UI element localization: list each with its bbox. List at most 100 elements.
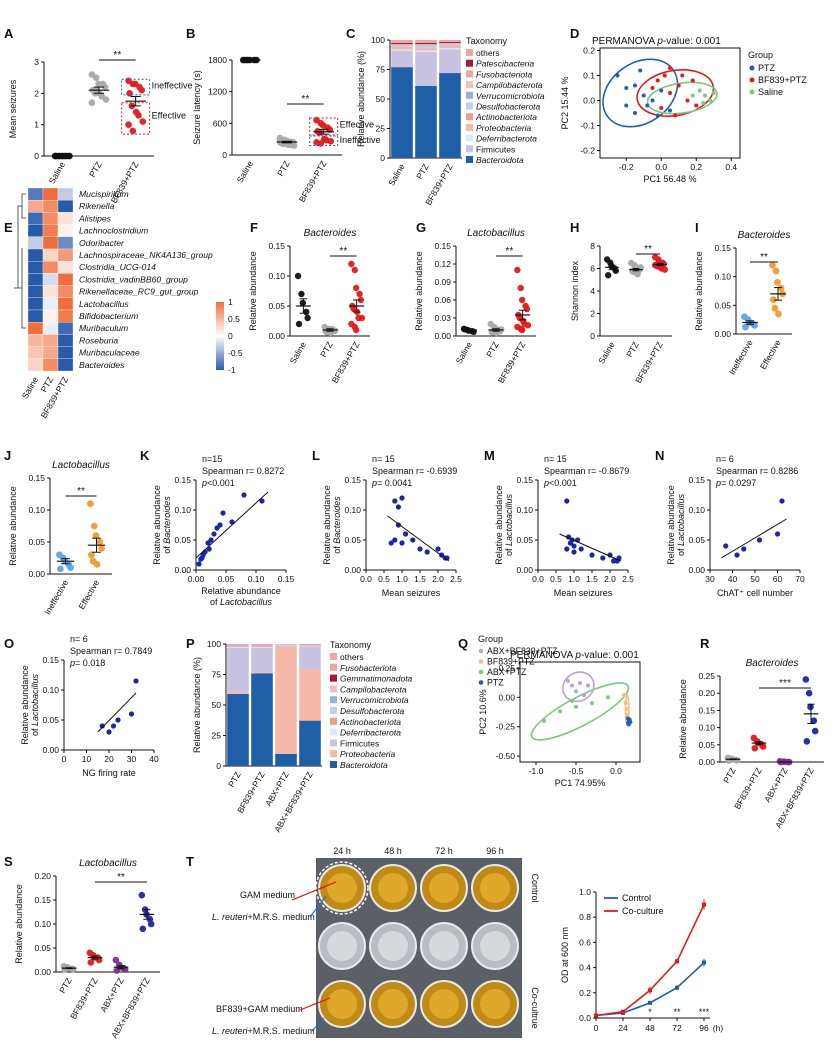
legend-swatch [330,739,337,747]
y-tick-label: 0.00 [714,329,731,339]
data-point [655,78,660,83]
y-tick-label: 0.10 [34,919,51,929]
legend-swatch [330,663,337,671]
stat-label: p= 0.0041 [371,478,412,488]
data-point [623,701,628,706]
y-tick-label: 0.15 [516,475,533,485]
data-point [659,88,664,93]
y-axis-label: PC2 10.6% [478,689,488,735]
chart-D: -0.2 0.0 0.2 0.4-0.2-0.10.00.10.2PERMANOVA … [560,36,807,184]
y-tick-label: 50 [212,700,222,710]
legend-label: Fusobacteriota [340,663,396,673]
chart-J: 0.00 0.05 0.10 0.15 Ineffective Effective Rela… [8,460,112,616]
y-tick-label: 25 [376,124,386,134]
bar-segment [415,50,437,52]
y-axis-label: Relative abundance [20,665,30,745]
bar-segment [391,45,413,48]
legend-label: Verrucomicrobiota [340,695,409,705]
data-point [93,561,101,568]
bar-segment [251,647,273,648]
legend-title: Taxonomy [330,640,372,650]
bar-segment [439,44,461,46]
data-point [668,91,672,95]
y-tick-label: 0.00 [698,757,715,767]
heatmap-cell [27,322,44,335]
chart-N: 0.00 0.05 0.10 0.15 30 40 50 60 70 n= 6 Spearman r… [666,454,805,598]
y-tick-label: 1 [34,120,39,130]
x-tick-label: Saline [454,340,475,366]
data-point [395,522,401,528]
data-point [774,531,781,537]
data-point [102,96,110,103]
species-italic: L. reuteri [212,1026,249,1036]
data-point [659,106,664,110]
data-point [303,308,310,316]
y-tick-label: 0.05 [174,535,191,545]
heatmap-cell [57,285,74,298]
data-point [600,555,606,561]
bar-segment [251,647,273,673]
legend-swatch [330,728,337,736]
data-point [624,103,629,108]
bar-segment [391,50,413,68]
x-tick-label: 0.5 [378,574,390,584]
arrow-red [291,881,337,901]
bar-segment [299,645,321,647]
x-tick-label: 2.0 [604,574,616,584]
bar-segment [227,647,249,648]
legend-swatch [466,102,473,110]
significance-label: ** [339,246,347,257]
y-tick-label: 0.0 [579,1013,591,1023]
panel-letter-M: M [484,448,495,463]
x-tick-label: 30 [705,574,715,584]
chart-R: 0.00 0.05 0.10 0.15 0.20 0.25 PTZBF839+PTZABX+… [678,658,824,830]
x-tick-label: 1.0 [396,574,408,584]
stat-label: n= 6 [716,454,734,464]
legend-swatch [330,750,337,758]
well-center [429,931,459,961]
row-label: Clostridia_vadinBB60_group [79,274,188,284]
y-tick-label: 0.1 [583,71,595,81]
data-point [694,103,699,108]
y-tick-label: 0.0 [583,96,595,106]
heatmap-cell [42,285,59,298]
data-point [650,98,655,103]
row-label: Odoribacter [79,238,125,248]
significance-label: ** [505,246,513,257]
p-value: = 0.0297 [721,478,756,488]
significance-label: ** [673,1007,681,1017]
x-axis-label-taxon: Lactobacillus [220,597,273,607]
bar-segment [391,40,413,43]
legend-label: Proteobacteria [340,749,396,759]
well-center [480,989,510,1019]
bar-segment [227,645,249,647]
data-point [772,267,780,275]
significance-label: ** [113,50,121,61]
x-tick-label: 2.5 [622,574,634,584]
data-point [101,83,109,91]
data-point [92,74,100,81]
legend-marker [478,680,484,685]
y-tick-label: 8 [590,241,595,251]
bar-segment [439,40,461,42]
chart-title: Lactobacillus [467,228,525,239]
data-point [410,537,416,543]
well-center [378,989,408,1019]
y-tick-label: 0 [380,153,385,163]
y-tick-label: 75 [376,65,386,75]
data-point [673,113,678,118]
bar-segment [415,40,437,43]
x-tick-label: 50 [750,574,760,584]
heatmap-cell [57,248,74,262]
stat-label: n= 15 [544,454,567,464]
heatmap-cell [42,358,59,372]
bar-segment [439,46,461,49]
legend-marker [478,648,484,654]
data-point [680,73,685,78]
x-axis-label-part: of [210,597,220,607]
p-symbol: p [69,658,75,668]
data-point [352,326,360,334]
bar-segment [251,673,273,766]
data-point [99,723,105,729]
x-tick-label: 0.0 [655,162,667,172]
